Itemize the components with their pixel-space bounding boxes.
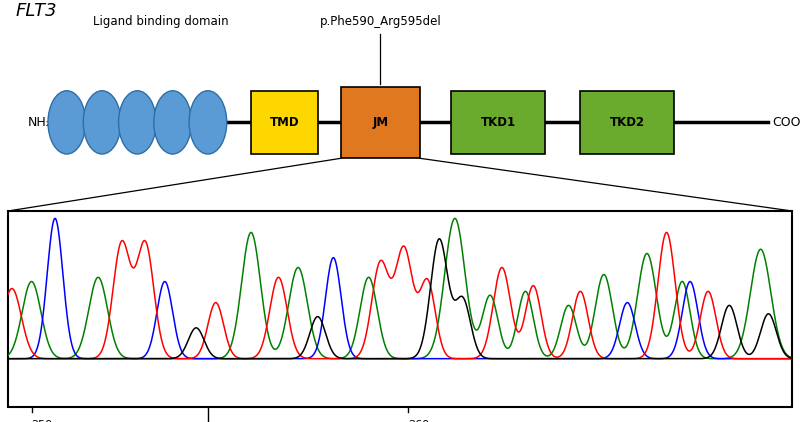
- FancyBboxPatch shape: [451, 91, 545, 154]
- Text: NH₂: NH₂: [27, 116, 51, 129]
- Text: TMD: TMD: [270, 116, 299, 129]
- Ellipse shape: [189, 91, 226, 154]
- Text: 260: 260: [408, 420, 429, 422]
- Bar: [8, 211, 792, 408]
- FancyBboxPatch shape: [251, 91, 318, 154]
- Text: 250: 250: [31, 420, 53, 422]
- Text: TKD1: TKD1: [481, 116, 515, 129]
- FancyBboxPatch shape: [580, 91, 674, 154]
- Text: p.Phe590_Arg595del: p.Phe590_Arg595del: [319, 15, 442, 27]
- Text: TKD2: TKD2: [610, 116, 645, 129]
- Ellipse shape: [48, 91, 86, 154]
- Ellipse shape: [154, 91, 191, 154]
- Text: Ligand binding domain: Ligand binding domain: [93, 15, 229, 27]
- Text: JM: JM: [372, 116, 389, 129]
- Text: COOH: COOH: [773, 116, 800, 129]
- Ellipse shape: [118, 91, 156, 154]
- FancyBboxPatch shape: [341, 87, 420, 158]
- Text: FLT3: FLT3: [16, 2, 58, 20]
- Ellipse shape: [83, 91, 121, 154]
